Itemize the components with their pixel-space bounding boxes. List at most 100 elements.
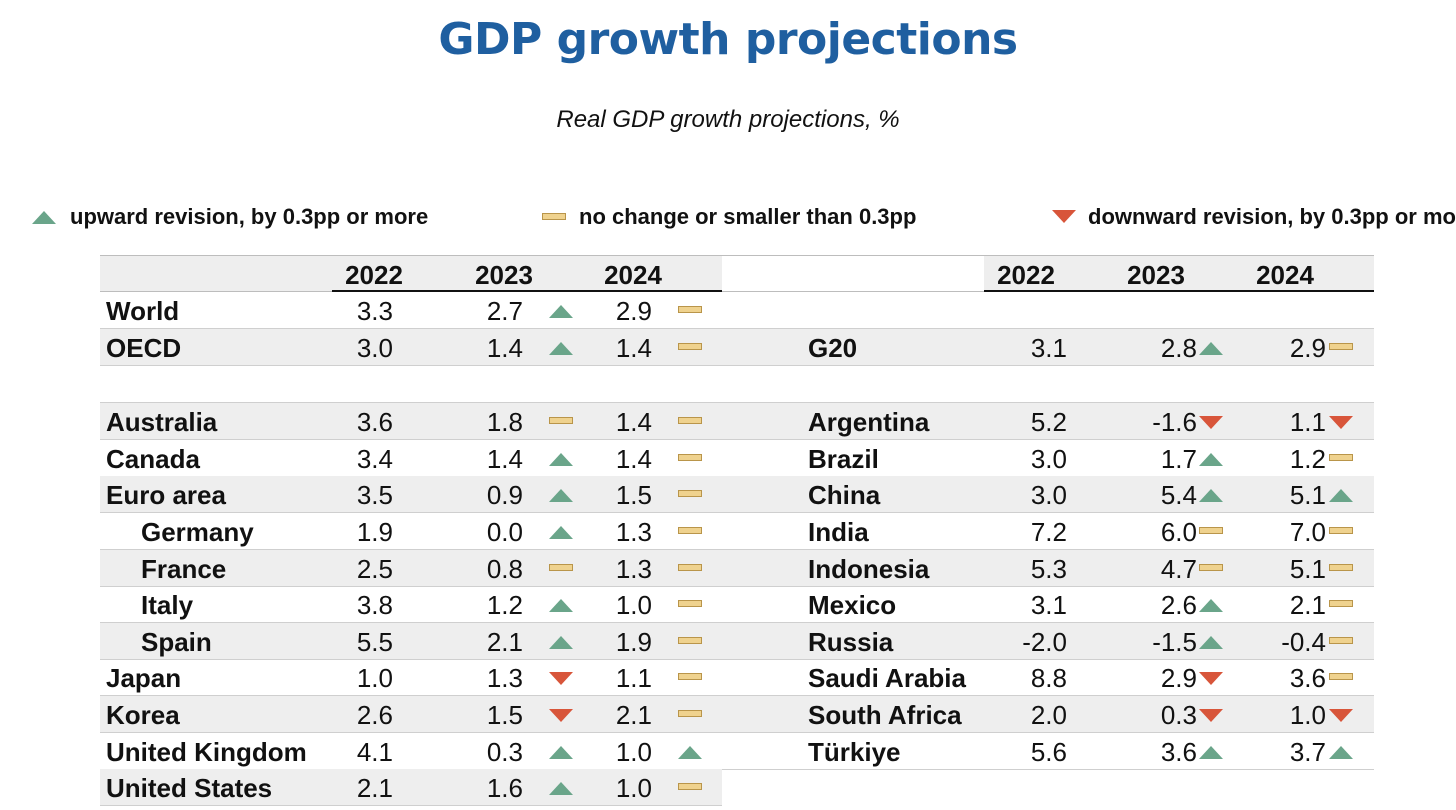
revision-up-icon <box>1199 599 1223 613</box>
value-2023: 2.8 <box>1160 332 1197 363</box>
separator-row <box>100 365 722 404</box>
row-label: China <box>808 480 881 511</box>
value-2023: 6.0 <box>1160 517 1197 547</box>
value-2022: 4.1 <box>356 736 393 767</box>
table-row: Canada 3.4 1.4 1.4 <box>100 440 722 477</box>
revision-down-icon <box>1329 416 1353 430</box>
value-2022: 3.1 <box>1030 332 1067 363</box>
row-label: Spain <box>141 626 212 657</box>
value-2022: -2.0 <box>1022 626 1067 657</box>
value-2024: 1.4 <box>615 443 652 474</box>
revision-flat-icon <box>678 710 702 717</box>
revision-flat-icon <box>678 306 702 313</box>
value-2022: 5.2 <box>1030 407 1067 438</box>
table-row: Argentina 5.2 -1.6 1.1 <box>722 403 1374 441</box>
row-label: Korea <box>106 700 180 730</box>
row-label: Italy <box>141 590 194 621</box>
value-2024: 1.1 <box>615 663 652 694</box>
table-row: Türkiye 5.6 3.6 3.7 <box>722 733 1374 770</box>
table-row: United Kingdom 4.1 0.3 1.0 <box>100 733 722 770</box>
value-2023: 1.2 <box>486 590 523 621</box>
value-2022: 3.6 <box>356 407 393 438</box>
revision-flat-icon <box>678 490 702 498</box>
row-label: OECD <box>106 332 182 363</box>
value-2022: 2.6 <box>356 700 393 730</box>
value-2024: 1.4 <box>615 407 652 438</box>
revision-flat-icon <box>1329 673 1353 681</box>
table-row: China 3.0 5.4 5.1 <box>722 476 1374 514</box>
value-2022: 1.0 <box>356 663 393 694</box>
table-row: South Africa 2.0 0.3 1.0 <box>722 696 1374 733</box>
revision-flat-icon <box>1329 342 1353 350</box>
header-year-2024-left: 2024 <box>604 260 662 290</box>
value-2023: 1.4 <box>486 332 523 363</box>
value-2024: 1.3 <box>615 517 652 547</box>
revision-up-icon <box>1199 745 1223 759</box>
table-header: 2022 2023 2024 2022 2023 2024 <box>100 255 1374 292</box>
value-2022: 3.0 <box>1030 443 1067 474</box>
revision-up-icon <box>549 341 573 355</box>
revision-flat-icon <box>1329 600 1353 608</box>
value-2023: 0.3 <box>1160 700 1197 730</box>
value-2022: 5.6 <box>1030 736 1067 767</box>
revision-flat-icon <box>1199 563 1223 571</box>
table-row: Germany 1.9 0.0 1.3 <box>100 513 722 550</box>
revision-up-icon <box>1329 745 1353 759</box>
table-row: France 2.5 0.8 1.3 <box>100 549 722 587</box>
revision-flat-icon <box>678 636 702 644</box>
header-rule-right <box>984 290 1374 292</box>
table-row: Russia -2.0 -1.5 -0.4 <box>722 622 1374 660</box>
row-label: France <box>141 553 227 584</box>
value-2023: 3.6 <box>1160 736 1197 767</box>
revision-up-icon <box>549 489 573 503</box>
value-2022: 3.8 <box>356 590 393 621</box>
revision-flat-icon <box>678 527 702 534</box>
revision-down-icon <box>1199 709 1223 722</box>
table-row: India 7.2 6.0 7.0 <box>722 513 1374 550</box>
value-2022: 3.1 <box>1030 590 1067 621</box>
value-2023: 2.1 <box>486 626 523 657</box>
row-label: Germany <box>141 517 254 547</box>
table-row: Indonesia 5.3 4.7 5.1 <box>722 549 1374 587</box>
revision-flat-icon <box>1199 527 1223 534</box>
row-label: Euro area <box>106 480 226 511</box>
empty-row <box>722 292 1374 329</box>
legend-down-label: downward revision, by 0.3pp or more <box>1088 204 1456 229</box>
header-year-2024-right: 2024 <box>1256 260 1314 290</box>
revision-up-icon <box>549 599 573 613</box>
value-2023: 2.7 <box>486 296 523 326</box>
row-label: Türkiye <box>808 736 901 767</box>
header-gap <box>722 256 984 291</box>
value-2023: 1.3 <box>486 663 523 694</box>
legend-flat-label: no change or smaller than 0.3pp <box>579 204 917 229</box>
value-2022: 3.4 <box>356 443 393 474</box>
row-label: United Kingdom <box>106 736 307 767</box>
value-2022: 8.8 <box>1030 663 1067 694</box>
header-year-2023-left: 2023 <box>475 260 533 290</box>
table-row: Australia 3.6 1.8 1.4 <box>100 403 722 441</box>
row-label: South Africa <box>808 700 962 730</box>
revision-flat-icon <box>678 563 702 571</box>
table-row: Korea 2.6 1.5 2.1 <box>100 696 722 733</box>
revision-flat-icon <box>1329 453 1353 461</box>
header-year-2022-right: 2022 <box>997 260 1055 290</box>
value-2023: 0.0 <box>486 517 523 547</box>
value-2022: 5.3 <box>1030 553 1067 584</box>
legend-down-icon <box>1052 210 1076 223</box>
row-label: Argentina <box>808 407 930 438</box>
value-2024: 5.1 <box>1289 480 1326 511</box>
table-row: Euro area 3.5 0.9 1.5 <box>100 476 722 514</box>
value-2023: -1.5 <box>1152 626 1197 657</box>
header-year-2023-right: 2023 <box>1127 260 1185 290</box>
value-2022: 2.5 <box>356 553 393 584</box>
table-row: OECD 3.0 1.4 1.4 <box>100 328 722 366</box>
revision-down-icon <box>1199 416 1223 430</box>
row-label: G20 <box>808 332 858 363</box>
table-row: G20 3.1 2.8 2.9 <box>722 328 1374 366</box>
value-2022: 1.9 <box>356 517 393 547</box>
value-2023: 2.9 <box>1160 663 1197 694</box>
row-label: Indonesia <box>808 553 930 584</box>
row-label: Russia <box>808 626 894 657</box>
revision-up-icon <box>549 782 573 796</box>
revision-flat-icon <box>678 783 702 791</box>
